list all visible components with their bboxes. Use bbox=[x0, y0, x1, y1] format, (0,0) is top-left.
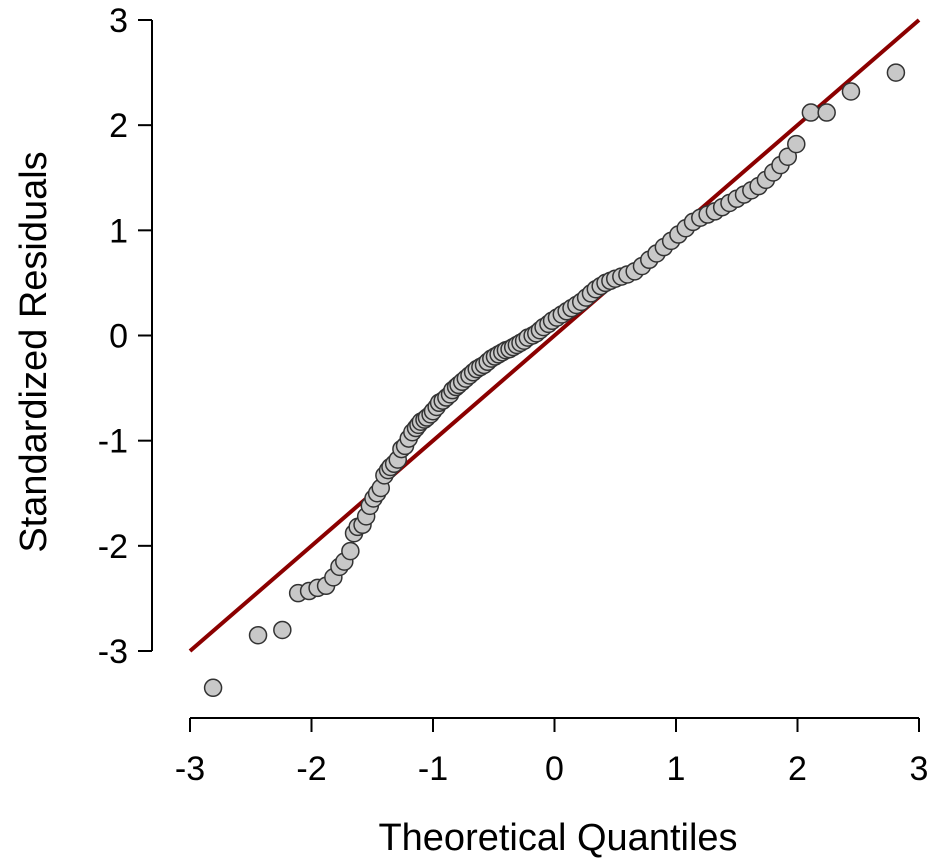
x-axis: -3 -2 -1 0 1 2 3 bbox=[175, 717, 929, 788]
data-point bbox=[817, 103, 836, 122]
y-tick-label: 2 bbox=[109, 107, 128, 145]
y-axis-title: Standardized Residuals bbox=[13, 151, 55, 552]
data-point bbox=[787, 134, 806, 154]
x-tick-label: -2 bbox=[296, 750, 326, 788]
data-point bbox=[841, 82, 861, 101]
x-tick-label: 1 bbox=[667, 750, 686, 788]
x-tick-label: -3 bbox=[175, 750, 205, 788]
y-tick-label: 1 bbox=[109, 212, 128, 250]
data-point bbox=[248, 625, 268, 645]
data-point bbox=[273, 620, 292, 640]
y-tick-label: -3 bbox=[98, 633, 128, 671]
x-tick-label: -1 bbox=[418, 750, 448, 788]
y-tick-label: 3 bbox=[109, 2, 128, 40]
data-point bbox=[203, 678, 223, 698]
data-point bbox=[801, 103, 821, 122]
y-tick-label: -2 bbox=[98, 528, 128, 566]
reference-line bbox=[188, 18, 921, 653]
data-point bbox=[886, 63, 906, 82]
y-axis: -3 -2 -1 0 1 2 3 bbox=[98, 2, 153, 671]
x-tick-label: 3 bbox=[910, 750, 929, 788]
x-axis-title: Theoretical Quantiles bbox=[378, 817, 737, 859]
data-points bbox=[203, 63, 906, 698]
y-ticks: -3 -2 -1 0 1 2 3 bbox=[98, 2, 152, 671]
data-point bbox=[341, 541, 360, 561]
y-tick-label: 0 bbox=[109, 318, 128, 356]
y-tick-label: -1 bbox=[98, 423, 128, 461]
x-tick-label: 2 bbox=[788, 750, 807, 788]
x-tick-label: 0 bbox=[545, 750, 564, 788]
data-point bbox=[778, 147, 798, 166]
x-ticks: -3 -2 -1 0 1 2 3 bbox=[175, 718, 929, 788]
